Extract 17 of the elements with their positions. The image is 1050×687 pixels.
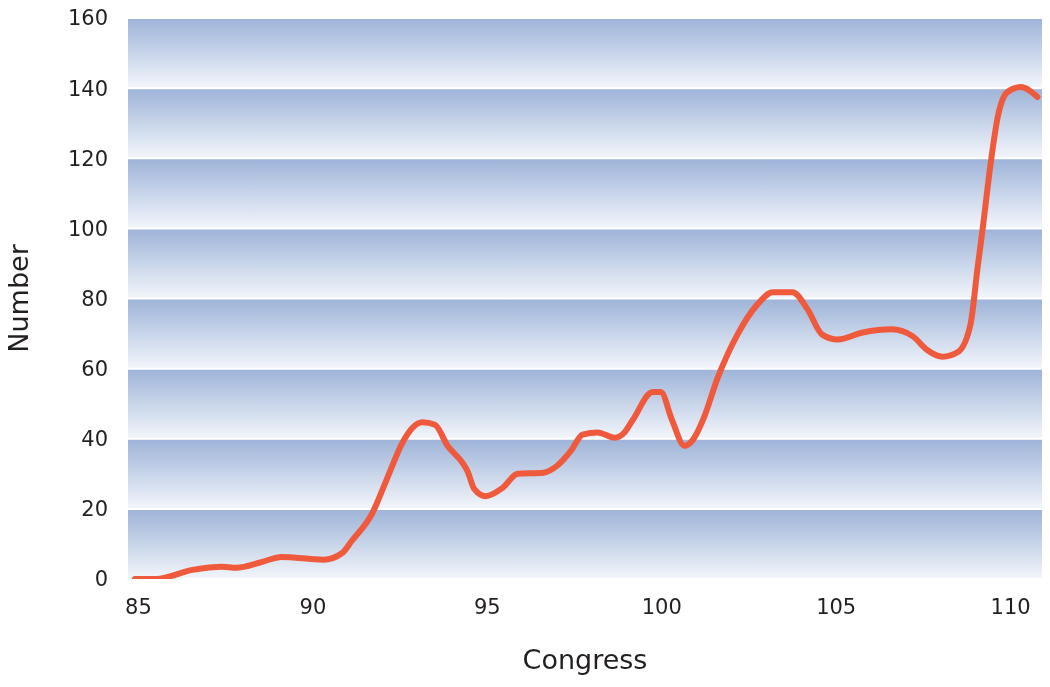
y-tick-label: 40 [81, 427, 108, 452]
x-tick-label: 95 [473, 594, 501, 619]
x-tick-label: 100 [641, 594, 682, 619]
x-tick-label: 105 [816, 594, 857, 619]
y-tick-label: 60 [81, 357, 108, 382]
y-tick-label: 20 [81, 497, 108, 522]
y-tick-label: 80 [81, 286, 108, 311]
x-axis-title: Congress [522, 644, 648, 675]
y-tick-label: 120 [67, 146, 108, 171]
y-axis-title: Number [2, 243, 34, 353]
y-tick-label: 100 [67, 216, 108, 241]
x-tick-label: 85 [125, 594, 152, 619]
x-tick-label: 110 [990, 594, 1031, 619]
y-tick-label: 160 [67, 6, 108, 31]
x-tick-label: 90 [299, 594, 327, 619]
y-tick-label: 140 [67, 76, 108, 101]
y-tick-label: 0 [94, 567, 108, 592]
